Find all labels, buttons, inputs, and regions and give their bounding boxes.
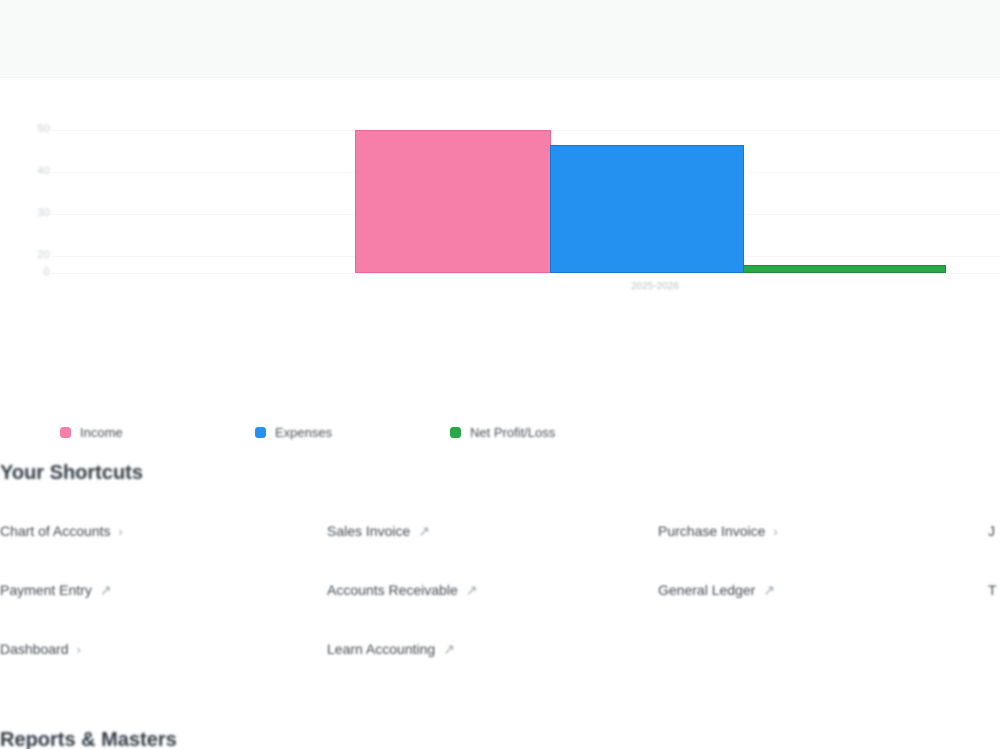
legend-swatch-icon [60,426,71,438]
shortcut-sales-invoice[interactable]: Sales Invoice ↗ [327,518,430,544]
shortcut-dashboard[interactable]: Dashboard › [0,636,81,662]
y-axis-tick: 0 [43,266,50,278]
legend-swatch-icon [255,426,266,438]
bar-income[interactable] [355,130,551,273]
shortcut-label: J [988,523,995,539]
y-axis-tick: 50 [37,123,50,135]
shortcut-label: T [988,582,997,598]
shortcut-label: Chart of Accounts [0,523,111,539]
top-band [0,0,1000,78]
shortcut-payment-entry[interactable]: Payment Entry ↗ [0,577,112,603]
y-axis-tick: 40 [37,165,50,177]
legend-swatch-icon [450,426,461,438]
chevron-right-icon: › [76,641,81,657]
legend-label: Net Profit/Loss [470,424,556,440]
reports-masters-title: Reports & Masters [0,729,177,749]
chevron-right-icon: › [773,523,778,539]
shortcuts-title: Your Shortcuts [0,462,143,484]
shortcut-learn-accounting[interactable]: Learn Accounting ↗ [327,636,455,662]
chevron-right-icon: › [118,523,123,539]
gridline [52,273,1000,274]
legend-item-expenses[interactable]: Expenses [255,421,332,443]
shortcut-chart-of-accounts[interactable]: Chart of Accounts › [0,518,123,544]
shortcut-label: Dashboard [0,641,69,657]
shortcut-general-ledger[interactable]: General Ledger ↗ [658,577,775,603]
shortcut-purchase-invoice[interactable]: Purchase Invoice › [658,518,778,544]
chart-plot-area: 50 40 30 20 0 2025-2026 [0,119,1000,329]
shortcut-label: General Ledger [658,582,756,598]
legend-item-net-profit[interactable]: Net Profit/Loss [450,421,555,443]
external-link-icon: ↗ [99,582,112,598]
shortcut-accounts-receivable[interactable]: Accounts Receivable ↗ [327,577,477,603]
bar-net-profit[interactable] [743,265,946,273]
shortcut-label: Sales Invoice [327,523,411,539]
external-link-icon: ↗ [443,641,455,657]
shortcut-label: Learn Accounting [327,641,436,657]
legend-label: Income [80,424,123,440]
legend-item-income[interactable]: Income [60,421,123,443]
external-link-icon: ↗ [763,582,776,598]
y-axis-tick: 20 [37,249,50,261]
external-link-icon: ↗ [465,582,478,598]
shortcut-label: Payment Entry [0,582,92,598]
shortcut-trial-balance[interactable]: T [988,577,997,603]
chart-legend: Income Expenses Net Profit/Loss [0,421,1000,447]
shortcut-label: Purchase Invoice [658,523,766,539]
x-axis-tick: 2025-2026 [631,281,679,292]
bar-expenses[interactable] [550,145,744,273]
shortcut-label: Accounts Receivable [327,582,458,598]
shortcut-journal-entry[interactable]: J [988,518,995,544]
y-axis-tick: 30 [37,207,50,219]
external-link-icon: ↗ [418,523,431,539]
profit-loss-chart: 50 40 30 20 0 2025-2026 Income Expenses [0,79,1000,440]
legend-label: Expenses [275,424,333,440]
